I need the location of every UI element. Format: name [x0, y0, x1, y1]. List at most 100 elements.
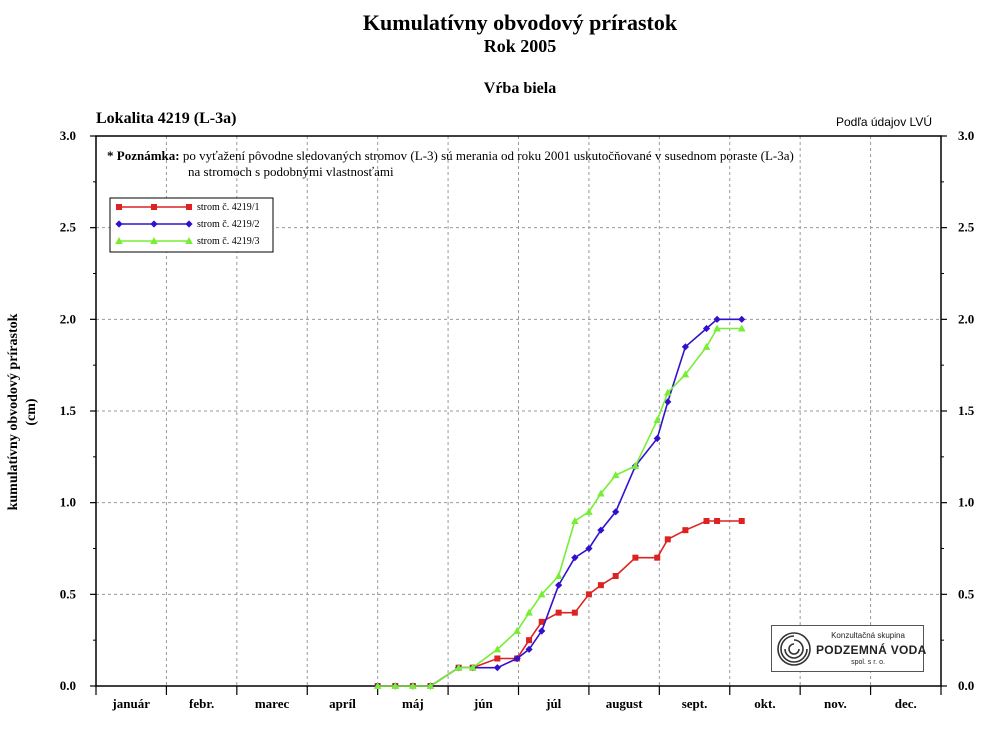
logo-line2: PODZEMNÁ VODA: [816, 643, 927, 657]
company-logo: Konzultačná skupina PODZEMNÁ VODA spol. …: [771, 625, 927, 672]
data-point: [738, 315, 746, 323]
data-point: [612, 508, 620, 516]
location-label: Lokalita 4219 (L-3a): [96, 110, 237, 127]
x-tick-label: dec.: [895, 696, 917, 711]
data-point: [738, 518, 745, 524]
data-point: [585, 544, 593, 553]
data-point: [493, 645, 502, 653]
y-tick-label-right: 3.0: [958, 128, 974, 143]
x-tick-label: júl: [545, 696, 562, 711]
data-point: [702, 342, 711, 350]
legend-marker: [185, 220, 193, 228]
data-point: [391, 682, 400, 689]
x-tick-label: febr.: [189, 696, 214, 711]
series-layer: [373, 315, 746, 690]
y-tick-label-left: 2.5: [60, 220, 77, 235]
axis-ticks: január febr. marec apríl máj jún júl august sept…: [60, 128, 975, 711]
x-tick-label: nov.: [824, 696, 847, 711]
data-point: [713, 324, 721, 332]
data-point: [702, 324, 711, 333]
series-3: [373, 324, 746, 689]
data-point: [632, 554, 639, 561]
legend-marker: [151, 204, 157, 210]
logo-line1: Konzultačná skupina: [831, 631, 905, 640]
data-point: [525, 608, 533, 616]
data-point: [493, 664, 501, 672]
y-tick-label-left: 2.0: [60, 311, 76, 326]
x-tick-label: január: [111, 696, 150, 711]
data-point: [703, 518, 710, 524]
x-tick-label: august: [606, 696, 644, 711]
data-point: [554, 572, 563, 579]
data-point: [571, 554, 579, 562]
grid: [96, 136, 941, 686]
x-tick-label: apríl: [329, 696, 356, 711]
species-label: Vŕba biela: [483, 80, 557, 97]
data-point: [682, 527, 689, 534]
legend-marker: [115, 237, 123, 244]
y-tick-label-right: 0.0: [958, 678, 974, 693]
data-point: [653, 434, 661, 443]
source-label: Podľa údajov LVÚ: [836, 115, 933, 129]
legend-marker: [185, 237, 193, 244]
legend-marker: [150, 237, 158, 244]
data-point: [585, 591, 592, 598]
data-point: [597, 582, 604, 589]
legend-marker: [186, 204, 192, 210]
data-point: [513, 627, 521, 634]
data-point: [555, 581, 563, 589]
data-point: [513, 654, 521, 663]
note: * Poznámka: po vyťažení pôvodne sledovan…: [107, 148, 794, 180]
data-point: [571, 517, 579, 524]
data-point: [468, 663, 477, 671]
data-point: [525, 645, 533, 653]
logo-spiral-icon: [777, 632, 811, 666]
series-line: [377, 520, 742, 687]
y-tick-label-right: 1.0: [958, 495, 974, 510]
data-point: [494, 655, 501, 662]
data-point: [681, 370, 690, 378]
data-point: [631, 462, 640, 469]
series-line: [377, 327, 742, 687]
y-tick-label-right: 0.5: [958, 586, 975, 601]
x-tick-label: sept.: [682, 696, 708, 711]
y-tick-label-right: 2.0: [958, 311, 974, 326]
legend-label: strom č. 4219/2: [197, 219, 260, 230]
chart-title: Kumulatívny obvodový prírastok: [362, 10, 678, 35]
y-tick-label-left: 1.0: [60, 495, 76, 510]
data-point: [664, 536, 671, 543]
y-tick-label-left: 0.5: [60, 586, 77, 601]
legend-label: strom č. 4219/1: [197, 202, 260, 213]
x-tick-label: okt.: [754, 696, 775, 711]
chart-subtitle: Rok 2005: [483, 36, 557, 56]
logo-line3: spol. s r. o.: [851, 659, 885, 666]
y-tick-label-right: 2.5: [958, 220, 975, 235]
legend-marker: [116, 204, 122, 210]
data-point: [409, 682, 417, 689]
data-point: [597, 489, 605, 497]
y-tick-label-left: 0.0: [60, 678, 76, 693]
data-point: [737, 324, 746, 332]
data-point: [653, 416, 662, 424]
series-1: [374, 518, 745, 689]
data-point: [681, 343, 689, 351]
data-point: [526, 637, 533, 644]
data-point: [571, 609, 578, 616]
data-point: [373, 682, 382, 689]
note-head: * Poznámka:: [107, 148, 180, 163]
data-point: [713, 315, 721, 323]
data-point: [611, 471, 620, 479]
data-point: [426, 682, 435, 689]
y-tick-label-right: 1.5: [958, 403, 975, 418]
data-point: [664, 398, 672, 406]
note-line2: na stromoch s podobnými vlastnosťami: [188, 164, 394, 179]
x-tick-label: máj: [402, 696, 424, 711]
legend: strom č. 4219/1 strom č. 4219/2 strom č. 4…: [109, 197, 274, 253]
legend-label: strom č. 4219/3: [197, 236, 260, 247]
data-point: [538, 627, 546, 635]
y-tick-label-left: 1.5: [60, 403, 77, 418]
y-tick-label-left: 3.0: [60, 128, 76, 143]
data-point: [555, 609, 562, 616]
data-point: [714, 518, 721, 524]
